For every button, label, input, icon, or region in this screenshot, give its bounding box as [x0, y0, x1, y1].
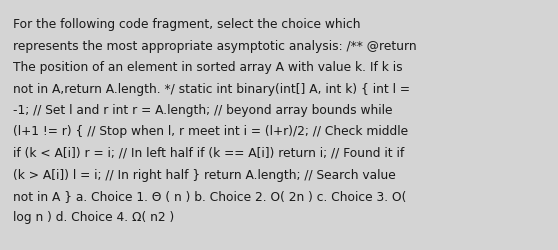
Text: (k > A[i]) l = i; // In right half } return A.length; // Search value: (k > A[i]) l = i; // In right half } ret…: [13, 168, 396, 181]
Text: not in A,return A.length. */ static int binary(int[] A, int k) { int l =: not in A,return A.length. */ static int …: [13, 82, 410, 95]
Text: if (k < A[i]) r = i; // In left half if (k == A[i]) return i; // Found it if: if (k < A[i]) r = i; // In left half if …: [13, 146, 404, 159]
Text: log n ) d. Choice 4. Ω( n2 ): log n ) d. Choice 4. Ω( n2 ): [13, 211, 174, 224]
Text: not in A } a. Choice 1. Θ ( n ) b. Choice 2. O( 2n ) c. Choice 3. O(: not in A } a. Choice 1. Θ ( n ) b. Choic…: [13, 189, 406, 202]
Text: For the following code fragment, select the choice which: For the following code fragment, select …: [13, 18, 360, 31]
Text: The position of an element in sorted array A with value k. If k is: The position of an element in sorted arr…: [13, 61, 403, 74]
Text: -1; // Set l and r int r = A.length; // beyond array bounds while: -1; // Set l and r int r = A.length; // …: [13, 104, 392, 117]
Text: represents the most appropriate asymptotic analysis: /** @return: represents the most appropriate asymptot…: [13, 39, 417, 52]
Text: (l+1 != r) { // Stop when l, r meet int i = (l+r)/2; // Check middle: (l+1 != r) { // Stop when l, r meet int …: [13, 125, 408, 138]
